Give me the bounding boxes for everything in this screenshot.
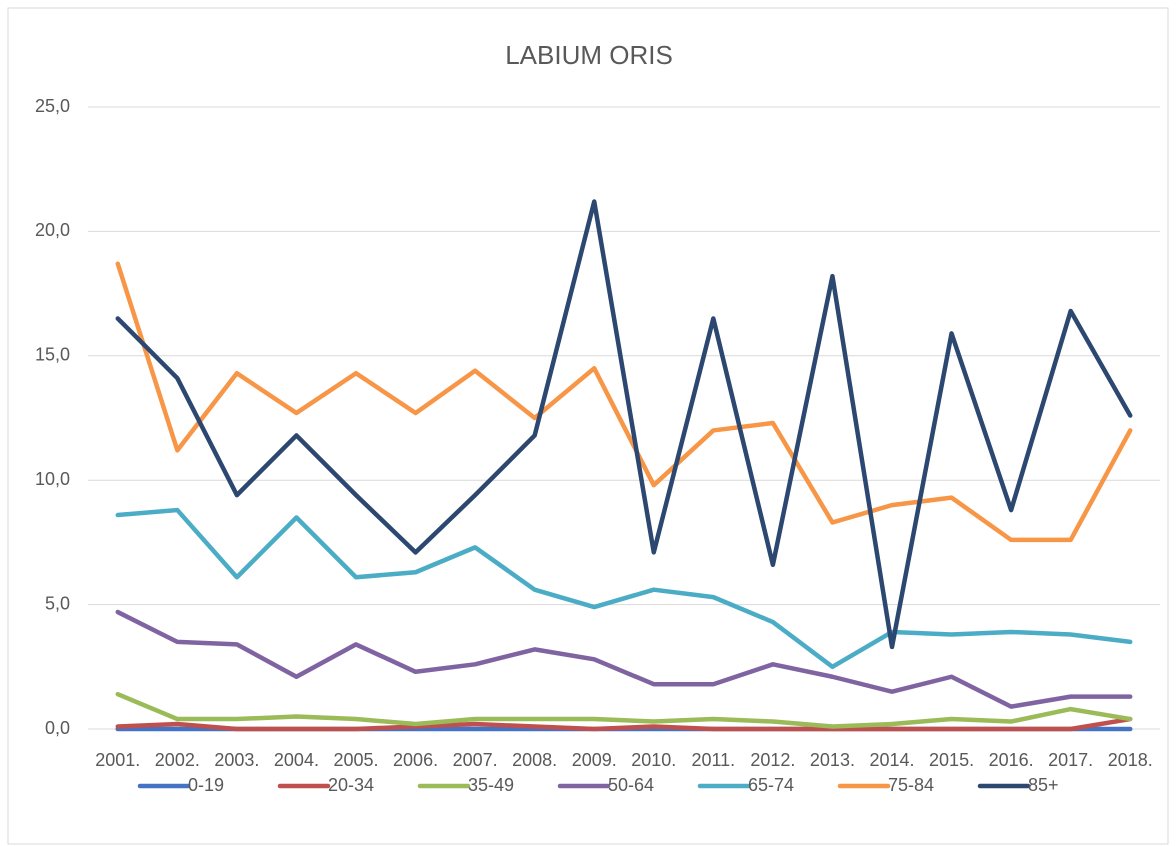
x-tick-label: 2010. [631,750,676,770]
x-tick-label: 2006. [393,750,438,770]
legend-label: 35-49 [468,775,514,795]
legend-label: 20-34 [328,775,374,795]
series-line [115,507,1133,670]
x-tick-label: 2003. [214,750,259,770]
x-tick-label: 2015. [929,750,974,770]
series-line [115,199,1133,650]
x-tick-label: 2004. [274,750,319,770]
legend-label: 50-64 [608,775,654,795]
legend-label: 0-19 [188,775,224,795]
x-tick-label: 2011. [691,750,735,770]
legend-label: 85+ [1028,775,1059,795]
y-tick-label: 5,0 [45,593,70,613]
legend-label: 75-84 [888,775,934,795]
y-tick-label: 15,0 [35,345,70,365]
x-tick-label: 2012. [750,750,795,770]
x-tick-label: 2013. [810,750,855,770]
chart-title: LABIUM ORIS [505,40,673,70]
series-line [115,691,1133,729]
series-line [115,716,1133,732]
x-tick-label: 2018. [1108,750,1153,770]
series-line [115,609,1133,709]
x-tick-label: 2001. [95,750,140,770]
x-tick-label: 2009. [572,750,617,770]
x-tick-label: 2016. [989,750,1034,770]
y-tick-label: 10,0 [35,469,70,489]
x-tick-label: 2007. [453,750,498,770]
legend-label: 65-74 [748,775,794,795]
y-tick-label: 25,0 [35,96,70,116]
x-tick-label: 2005. [333,750,378,770]
y-tick-label: 0,0 [45,718,70,738]
x-tick-label: 2002. [155,750,200,770]
x-tick-label: 2008. [512,750,557,770]
series-line [115,261,1133,543]
x-tick-label: 2014. [869,750,914,770]
y-tick-label: 20,0 [35,220,70,240]
x-tick-label: 2017. [1048,750,1093,770]
